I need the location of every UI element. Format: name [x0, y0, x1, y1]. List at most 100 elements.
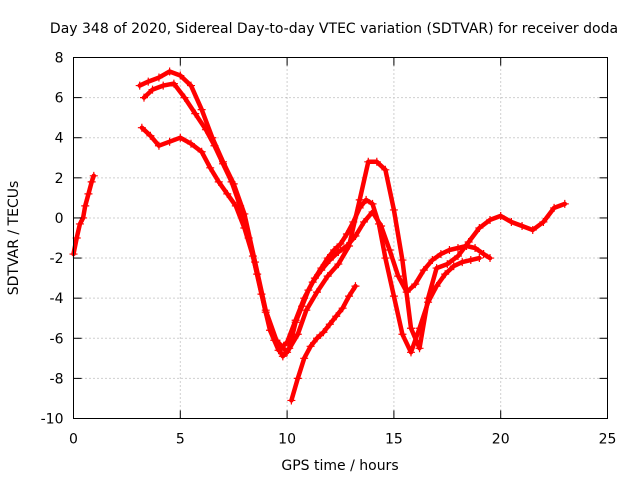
data-traces: [69, 67, 569, 405]
y-axis-label: SDTVAR / TECUs: [6, 181, 22, 296]
data-point: [351, 282, 360, 291]
data-point: [325, 320, 334, 329]
data-point: [319, 328, 328, 337]
data-point: [186, 81, 195, 90]
series-arc-1: [69, 171, 98, 259]
data-point: [466, 256, 475, 265]
data-point: [334, 260, 343, 269]
data-point: [154, 73, 163, 82]
data-point: [364, 157, 373, 166]
data-point: [176, 71, 185, 80]
data-point: [236, 201, 245, 210]
data-point: [72, 234, 81, 242]
data-point: [139, 93, 148, 102]
x-tick-label: 25: [599, 432, 617, 448]
data-point: [293, 330, 302, 339]
data-point: [180, 93, 189, 102]
data-point: [287, 396, 296, 405]
series-arc-3: [135, 67, 569, 357]
tick-labels: -10 -8 -6 -4 -2 0 2 4 6 8 0 5 10 15 20 25: [41, 51, 617, 448]
data-point: [336, 240, 345, 249]
data-point: [75, 219, 84, 228]
data-point: [415, 324, 424, 333]
data-point: [219, 159, 228, 168]
data-point: [304, 286, 313, 295]
y-tick-label: -2: [50, 251, 64, 267]
data-point: [313, 288, 322, 297]
data-point: [385, 246, 394, 255]
data-point: [486, 254, 495, 263]
data-point: [144, 77, 153, 86]
data-point: [214, 177, 223, 186]
data-point: [146, 131, 155, 140]
data-point: [81, 201, 90, 210]
data-point: [306, 342, 315, 351]
data-point: [291, 318, 300, 327]
data-point: [496, 211, 505, 220]
y-tick-label: 8: [55, 51, 64, 67]
data-point: [441, 270, 450, 279]
data-point: [169, 79, 178, 88]
data-point: [293, 374, 302, 383]
data-point: [453, 244, 462, 253]
data-point: [186, 139, 195, 148]
y-tick-label: 4: [55, 131, 64, 147]
series-line: [139, 125, 493, 353]
data-point: [253, 270, 262, 279]
data-point: [428, 256, 437, 265]
data-point: [432, 264, 441, 273]
data-point: [449, 262, 458, 271]
data-point: [332, 312, 341, 321]
series-line: [141, 81, 482, 359]
data-point: [389, 205, 398, 214]
data-point: [323, 272, 332, 281]
data-point: [539, 217, 548, 226]
data-point: [507, 217, 516, 226]
data-point: [285, 344, 294, 353]
data-point: [398, 256, 407, 265]
data-point: [550, 203, 559, 212]
data-point: [302, 306, 311, 315]
data-point: [84, 189, 93, 198]
data-point: [374, 219, 383, 228]
data-point: [227, 177, 236, 186]
data-point: [317, 264, 326, 273]
data-point: [176, 133, 185, 142]
data-point: [165, 67, 174, 76]
data-point: [518, 221, 527, 230]
data-point: [464, 238, 473, 247]
grid-lines: [73, 57, 608, 419]
data-point: [310, 274, 319, 283]
data-point: [191, 109, 200, 118]
data-point: [419, 266, 428, 275]
data-point: [475, 254, 484, 263]
data-point: [445, 246, 454, 255]
data-point: [372, 157, 381, 166]
data-point: [330, 246, 339, 255]
data-point: [359, 217, 368, 226]
data-point: [244, 234, 253, 242]
data-point: [206, 163, 215, 172]
data-point: [201, 125, 210, 134]
y-tick-label: -10: [41, 412, 64, 428]
series-arc-2: [137, 123, 495, 355]
y-tick-label: 2: [55, 171, 64, 187]
data-point: [154, 141, 163, 150]
x-tick-label: 15: [385, 432, 403, 448]
data-point: [479, 250, 488, 259]
data-point: [389, 292, 398, 301]
x-tick-label: 0: [69, 432, 78, 448]
data-point: [148, 85, 157, 94]
plot-border: [73, 57, 608, 419]
data-point: [394, 272, 403, 281]
data-point: [345, 292, 354, 301]
chart-title: Day 348 of 2020, Sidereal Day-to-day VTE…: [50, 21, 618, 37]
data-point: [135, 81, 144, 90]
data-point: [411, 280, 420, 289]
data-point: [270, 336, 279, 345]
data-point: [261, 308, 270, 317]
data-point: [165, 137, 174, 146]
data-point: [89, 171, 98, 180]
y-tick-label: 0: [55, 211, 64, 227]
data-point: [415, 344, 424, 353]
